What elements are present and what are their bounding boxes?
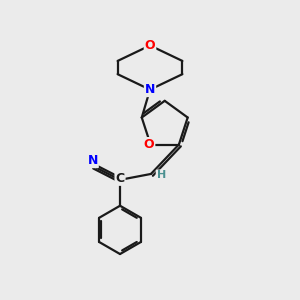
Text: O: O [144, 138, 154, 151]
Text: H: H [157, 170, 166, 180]
Text: N: N [145, 83, 155, 96]
Text: C: C [116, 172, 124, 185]
Text: O: O [145, 39, 155, 52]
Text: N: N [88, 154, 98, 167]
